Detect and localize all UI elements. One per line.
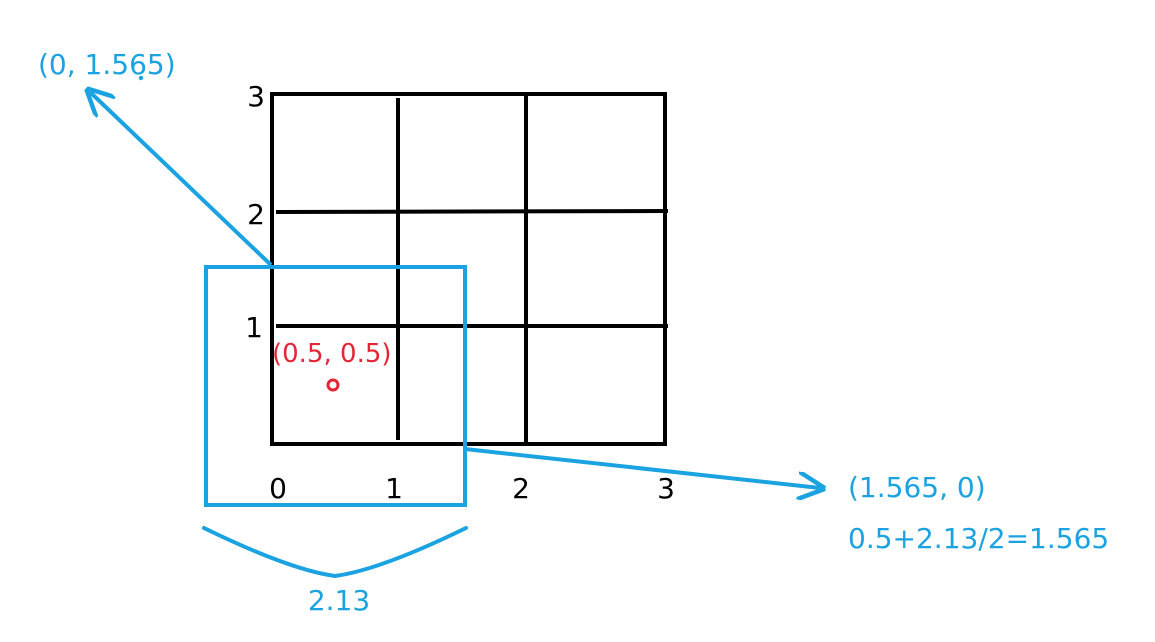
center-point-marker	[326, 378, 340, 392]
top-left-point-label: (0, 1.565)	[38, 48, 176, 81]
x-tick-2: 2	[512, 472, 530, 505]
grid-hline-2	[275, 209, 669, 214]
x-tick-1: 1	[385, 472, 403, 505]
grid	[270, 92, 669, 446]
window-box	[204, 265, 467, 507]
arrow-to-top-left	[90, 92, 273, 267]
x-axis-ticks: 0 1 2 3	[269, 472, 675, 505]
right-point-label: (1.565, 0)	[848, 471, 986, 504]
width-label: 2.13	[308, 584, 370, 617]
width-brace	[202, 526, 468, 579]
y-tick-3: 3	[247, 80, 265, 113]
formula-label: 0.5+2.13/2=1.565	[848, 522, 1109, 555]
stray-dot	[138, 75, 144, 81]
center-point-label: (0.5, 0.5)	[272, 339, 392, 369]
arrow-to-right	[464, 447, 820, 488]
x-tick-3: 3	[657, 472, 675, 505]
y-tick-1: 1	[245, 311, 263, 344]
y-axis-ticks: 1 2 3	[245, 80, 265, 344]
y-tick-2: 2	[247, 198, 265, 231]
x-tick-0: 0	[269, 472, 287, 505]
